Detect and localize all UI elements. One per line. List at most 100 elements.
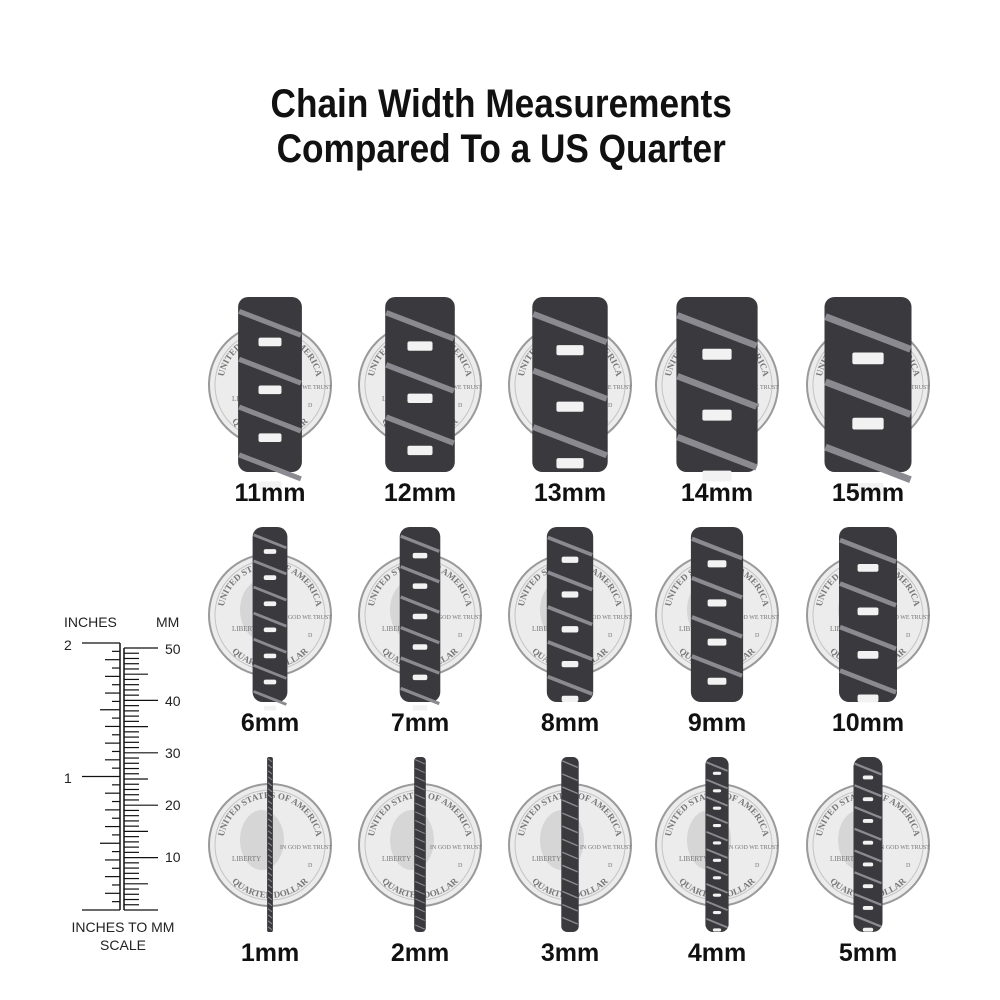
chain-12mm xyxy=(385,297,455,472)
chain-link xyxy=(267,854,273,859)
chain-link xyxy=(854,849,882,863)
chain-link xyxy=(691,575,743,600)
chain-link xyxy=(414,880,426,887)
chain-link xyxy=(706,848,728,859)
chain-link xyxy=(267,908,273,913)
inches-header: INCHES xyxy=(64,614,117,630)
chain-body xyxy=(414,757,426,932)
chain-link xyxy=(562,864,578,873)
chain-link xyxy=(706,900,728,911)
chain-7mm xyxy=(399,527,441,711)
coin-motto-text: IN GOD WE TRUST xyxy=(580,845,632,851)
chain-link xyxy=(267,788,273,793)
link-gap xyxy=(852,352,884,365)
chain-link xyxy=(854,762,882,776)
title-line-1: Chain Width Measurements xyxy=(270,82,732,126)
link-gap xyxy=(712,789,722,793)
chain-sample-14mm: UNITED STATES OF AMERICAQUARTER DOLLARLI… xyxy=(655,297,779,507)
coin-motto-text: IN GOD WE TRUST xyxy=(878,615,930,621)
chain-link xyxy=(562,903,578,912)
chain-link xyxy=(414,811,426,817)
chain-link xyxy=(706,796,728,807)
link-gap xyxy=(263,627,277,633)
link-gap xyxy=(412,552,428,559)
title-line-2: Compared To a US Quarter xyxy=(276,127,726,171)
chain-width-label: 2mm xyxy=(391,939,449,967)
chain-link xyxy=(839,581,897,608)
chain-sample-7mm: UNITED STATES OF AMERICAQUARTER DOLLARLI… xyxy=(358,527,482,737)
link-gap xyxy=(263,575,277,580)
chain-link xyxy=(532,311,608,346)
coin-motto-text: IN GOD WE TRUST xyxy=(430,385,482,391)
chain-body xyxy=(238,297,302,472)
chain-link xyxy=(267,872,273,877)
chain-link xyxy=(267,794,273,799)
link-gap xyxy=(712,928,722,932)
link-gap xyxy=(712,841,722,845)
chain-link xyxy=(824,313,912,353)
chain-link xyxy=(267,842,273,847)
chain-sample-12mm: UNITED STATES OF AMERICAQUARTER DOLLARLI… xyxy=(358,297,482,507)
washington-portrait xyxy=(240,810,284,870)
chain-link xyxy=(253,637,287,654)
chain-link xyxy=(547,535,593,557)
chain-width-label: 12mm xyxy=(384,479,456,507)
chain-width-label: 4mm xyxy=(688,939,746,967)
chain-link xyxy=(267,878,273,883)
chain-grid: UNITED STATES OF AMERICAQUARTER DOLLARLI… xyxy=(208,297,930,967)
chain-link xyxy=(238,452,302,482)
chain-link xyxy=(267,866,273,871)
chain-link xyxy=(414,828,426,835)
coin-liberty-text: LIBERTY xyxy=(830,855,859,863)
coin-motto-text: IN GOD WE TRUST xyxy=(580,615,632,621)
chain-link xyxy=(267,776,273,781)
chain-link xyxy=(267,884,273,889)
chain-link xyxy=(414,802,426,808)
chain-link xyxy=(839,668,897,695)
link-gap xyxy=(862,884,874,889)
link-gap xyxy=(412,613,428,620)
chain-link xyxy=(267,818,273,823)
link-gap xyxy=(263,549,277,554)
page-title: Chain Width Measurements Compared To a U… xyxy=(61,82,941,172)
chain-10mm xyxy=(839,527,897,703)
link-gap xyxy=(852,482,884,495)
chain-link xyxy=(414,837,426,843)
link-gap xyxy=(712,910,722,915)
link-gap xyxy=(702,470,732,482)
chain-link xyxy=(267,902,273,907)
chain-width-label: 14mm xyxy=(681,479,753,507)
mm-label-50: 50 xyxy=(165,641,181,657)
mm-header: MM xyxy=(156,614,179,630)
link-gap xyxy=(556,401,584,412)
chain-link xyxy=(414,820,426,826)
chain-link xyxy=(414,924,426,930)
chain-6mm xyxy=(252,527,288,711)
coin-liberty-text: LIBERTY xyxy=(382,855,411,863)
coin-motto-text: IN GOD WE TRUST xyxy=(280,845,332,851)
link-gap xyxy=(857,650,879,659)
chain-link xyxy=(414,872,426,878)
chain-link xyxy=(238,308,302,338)
chain-width-label: 9mm xyxy=(688,709,746,737)
chain-sample-8mm: UNITED STATES OF AMERICAQUARTER DOLLARLI… xyxy=(508,527,632,737)
chain-link xyxy=(562,916,578,925)
coin-mint-mark: D xyxy=(755,863,760,869)
chain-link xyxy=(547,640,593,661)
coin-liberty-text: LIBERTY xyxy=(679,855,708,863)
chain-link xyxy=(824,378,912,418)
chain-9mm xyxy=(690,527,744,702)
chain-4mm xyxy=(705,757,729,932)
chain-link xyxy=(267,800,273,805)
chain-link xyxy=(854,871,882,885)
link-gap xyxy=(561,626,579,633)
link-gap xyxy=(712,806,722,810)
chain-link xyxy=(253,533,287,550)
link-gap xyxy=(857,694,879,703)
chain-link xyxy=(414,889,426,895)
coin-motto-text: IN GOD WE TRUST xyxy=(430,615,482,621)
chain-link xyxy=(562,877,578,886)
chain-link xyxy=(691,536,743,561)
chain-link xyxy=(267,830,273,835)
